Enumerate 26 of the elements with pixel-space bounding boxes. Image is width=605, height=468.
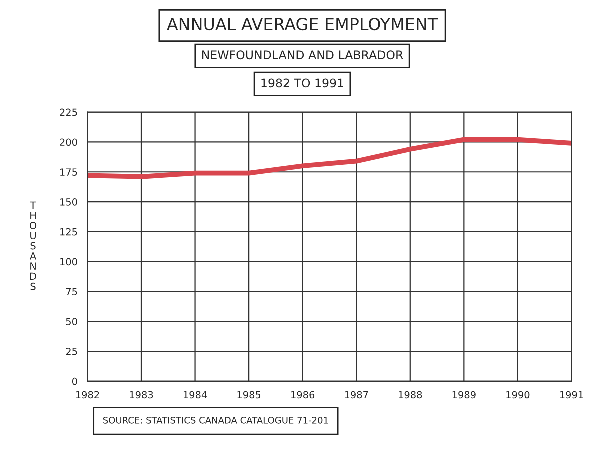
y-tick-label: 200 — [60, 138, 78, 146]
x-tick-label: 1986 — [292, 391, 315, 399]
chart-title: ANNUAL AVERAGE EMPLOYMENT — [167, 18, 438, 31]
y-tick-label: 150 — [60, 198, 78, 206]
text: THOUSANDS — [30, 202, 37, 290]
x-tick-label: 1988 — [399, 391, 422, 399]
y-tick-label: 125 — [60, 228, 78, 236]
text: 1982 TO 1991 — [262, 78, 344, 88]
line-series — [88, 137, 572, 180]
x-tick-label: 1983 — [130, 391, 154, 399]
x-tick-label: 1989 — [452, 391, 476, 399]
x-tick-label: 1982 — [76, 391, 100, 399]
y-tick-label: 100 — [60, 258, 78, 266]
x-tick-label: 1984 — [184, 391, 208, 399]
source-note: SOURCE: STATISTICS CANADA CATALOGUE 71-201 — [103, 416, 328, 424]
x-tick-label: 1991 — [560, 391, 584, 399]
x-tick-label: 1987 — [345, 391, 368, 399]
y-tick-label: 50 — [66, 318, 78, 326]
y-tick-label: 175 — [60, 168, 78, 176]
y-tick-label: 75 — [66, 288, 78, 296]
text: NEWFOUNDLAND AND LABRADOR — [202, 50, 404, 60]
y-tick-label: 225 — [60, 108, 78, 116]
x-tick-label: 1985 — [238, 391, 261, 399]
x-tick-label: 1990 — [506, 391, 530, 399]
y-tick-label: 25 — [66, 348, 78, 356]
y-tick-label: 0 — [72, 378, 78, 386]
